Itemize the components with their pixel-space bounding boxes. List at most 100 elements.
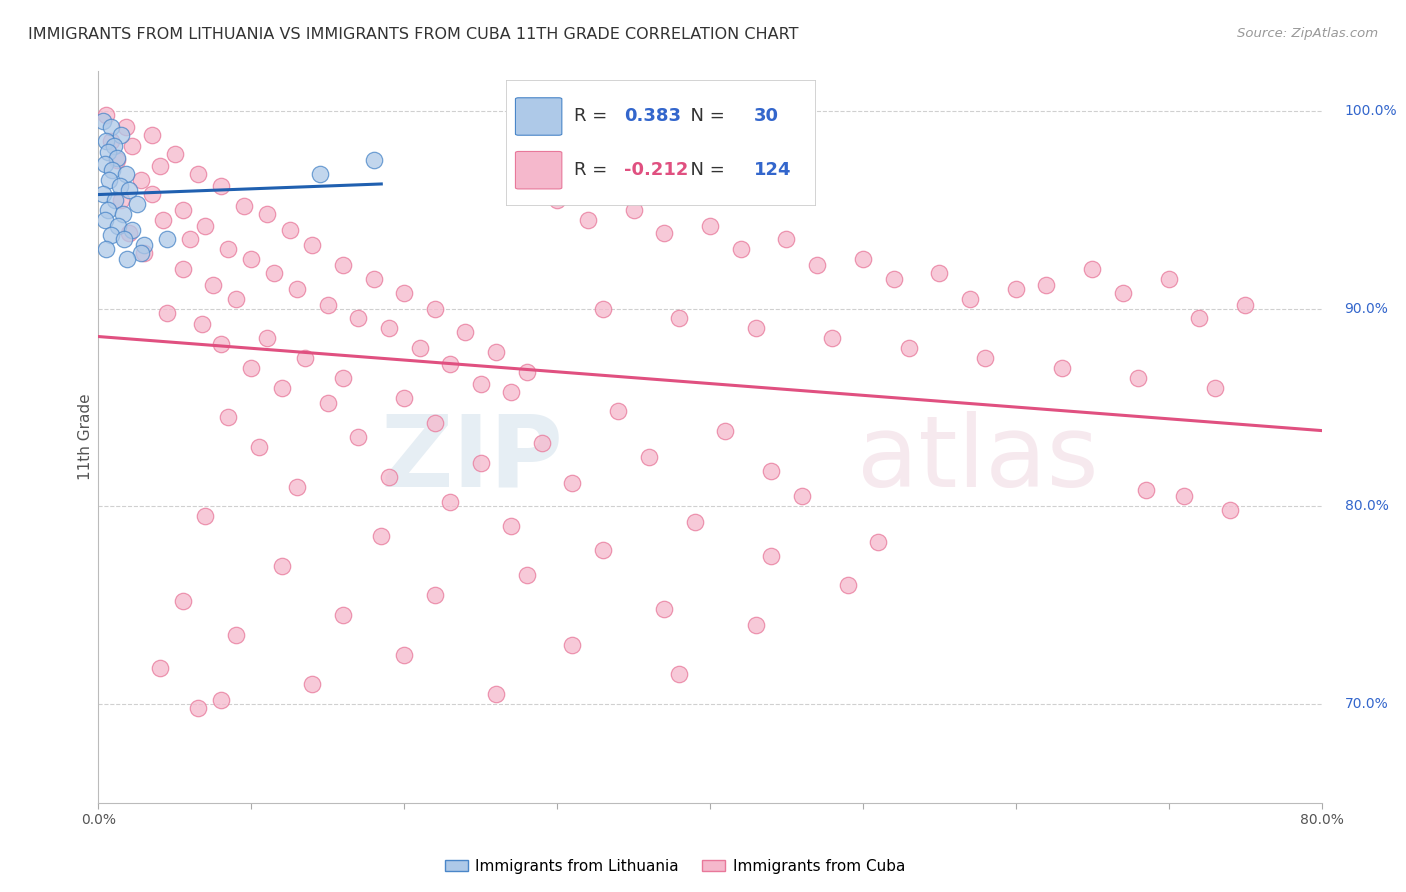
Point [516, 568, 538, 582]
Point [202, 277, 225, 292]
Point [103, 139, 125, 153]
Point [1035, 277, 1057, 292]
Point [232, 199, 254, 213]
Point [115, 167, 138, 181]
Point [423, 416, 446, 430]
Point [225, 628, 247, 642]
Point [332, 371, 354, 385]
Point [683, 515, 706, 529]
Point [107, 219, 129, 233]
Point [110, 193, 132, 207]
Point [470, 456, 492, 470]
Point [408, 341, 430, 355]
FancyBboxPatch shape [516, 98, 562, 136]
Point [108, 179, 131, 194]
FancyBboxPatch shape [516, 152, 562, 189]
Point [714, 424, 737, 438]
Point [485, 345, 508, 359]
Point [294, 351, 316, 365]
Point [316, 396, 339, 410]
Point [301, 677, 323, 691]
Point [118, 227, 141, 241]
Point [247, 440, 270, 454]
Point [592, 542, 614, 557]
Text: -0.212: -0.212 [624, 161, 688, 179]
Point [98, 173, 121, 187]
Point [392, 648, 416, 662]
Text: 124: 124 [754, 161, 792, 179]
Text: N =: N = [679, 161, 731, 179]
Point [105, 152, 128, 166]
Point [392, 391, 416, 405]
Point [370, 529, 392, 543]
Point [730, 242, 752, 256]
Point [110, 128, 132, 142]
Point [363, 272, 385, 286]
Point [240, 360, 263, 375]
Point [100, 228, 122, 243]
Point [745, 618, 768, 632]
Point [1050, 360, 1073, 375]
Point [1081, 262, 1104, 277]
Point [94, 134, 117, 148]
Point [1234, 298, 1257, 312]
Point [94, 108, 117, 122]
Point [347, 311, 370, 326]
Point [652, 227, 675, 241]
Text: R =: R = [574, 108, 613, 126]
Point [134, 238, 156, 252]
Point [100, 134, 122, 148]
Point [347, 430, 370, 444]
Text: 70.0%: 70.0% [1344, 697, 1388, 711]
Point [129, 246, 152, 260]
Point [1128, 371, 1150, 385]
Point [378, 469, 401, 483]
Point [217, 242, 239, 256]
Point [278, 222, 301, 236]
Point [1157, 272, 1180, 286]
Point [94, 242, 117, 256]
Point [454, 326, 477, 340]
Point [217, 410, 239, 425]
Point [125, 196, 148, 211]
Point [439, 495, 461, 509]
Point [516, 365, 538, 379]
Point [837, 578, 859, 592]
Point [761, 549, 783, 563]
Point [121, 222, 143, 236]
Point [112, 232, 135, 246]
Point [225, 292, 247, 306]
Point [546, 193, 568, 207]
Point [974, 351, 997, 365]
Point [105, 153, 128, 168]
Point [152, 212, 174, 227]
Text: 90.0%: 90.0% [1344, 301, 1389, 316]
Point [332, 607, 354, 622]
Point [263, 266, 285, 280]
Point [806, 258, 828, 272]
Y-axis label: 11th Grade: 11th Grade [77, 393, 93, 481]
Point [592, 301, 614, 316]
Point [194, 219, 217, 233]
Text: 80.0%: 80.0% [1344, 500, 1389, 513]
Point [1004, 282, 1026, 296]
Legend: Immigrants from Lithuania, Immigrants from Cuba: Immigrants from Lithuania, Immigrants fr… [439, 853, 911, 880]
Point [172, 202, 194, 217]
Point [883, 272, 905, 286]
Point [668, 311, 690, 326]
Point [761, 464, 783, 478]
Point [209, 693, 232, 707]
Point [91, 113, 114, 128]
Point [745, 321, 768, 335]
Text: N =: N = [679, 108, 731, 126]
Point [485, 687, 508, 701]
Point [163, 147, 186, 161]
Point [179, 232, 201, 246]
Point [668, 667, 690, 681]
Point [97, 202, 120, 217]
Point [501, 519, 523, 533]
Point [191, 318, 214, 332]
Point [172, 594, 194, 608]
Point [607, 404, 630, 418]
Point [852, 252, 875, 267]
